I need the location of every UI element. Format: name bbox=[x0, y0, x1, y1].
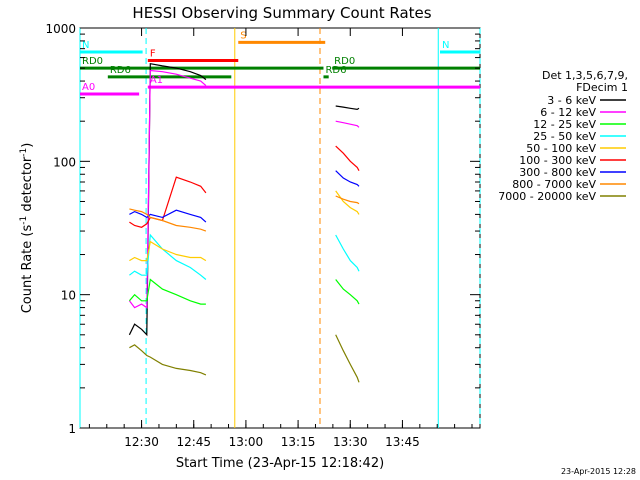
series-lines bbox=[128, 62, 360, 383]
y-axis-label: Count Rate (s-1 detector-1) bbox=[19, 143, 35, 314]
series-line-7-1 bbox=[335, 195, 360, 205]
legend-label-7: 800 - 7000 keV bbox=[512, 178, 596, 191]
flag-label-rd6: RD6 bbox=[110, 65, 131, 76]
legend-label-4: 50 - 100 keV bbox=[526, 142, 596, 155]
series-line-4-0 bbox=[129, 240, 207, 262]
flag-label-rd6: RD6 bbox=[325, 65, 346, 76]
series-line-1-1 bbox=[335, 120, 360, 128]
series-line-2-1 bbox=[335, 279, 360, 305]
flag-label-f: F bbox=[150, 49, 156, 60]
series-line-8-0 bbox=[129, 344, 207, 376]
y-axis: 1 10 100 1000 bbox=[45, 22, 480, 436]
legend-header-1: Det 1,3,5,6,7,9, bbox=[542, 69, 628, 82]
x-tick-label-3: 13:15 bbox=[281, 435, 316, 449]
legend-header-2: FDecim 1 bbox=[576, 81, 628, 94]
legend-label-2: 12 - 25 keV bbox=[533, 118, 596, 131]
series-line-1-0 bbox=[128, 69, 207, 309]
series-line-5-1 bbox=[335, 145, 360, 171]
orbit-markers bbox=[79, 28, 481, 428]
series-line-5-0 bbox=[129, 176, 207, 228]
legend-label-3: 25 - 50 keV bbox=[533, 130, 596, 143]
x-tick-label-0: 12:30 bbox=[124, 435, 159, 449]
chart-title: HESSI Observing Summary Count Rates bbox=[132, 4, 431, 22]
flag-label-n: N bbox=[82, 40, 89, 51]
series-line-6-1 bbox=[335, 170, 360, 187]
series-line-8-1 bbox=[335, 334, 360, 383]
x-tick-label-5: 13:45 bbox=[385, 435, 420, 449]
timestamp: 23-Apr-2015 12:28 bbox=[561, 467, 636, 476]
flag-label-a0: A0 bbox=[82, 82, 95, 93]
y-tick-label-2: 100 bbox=[53, 155, 76, 169]
x-tick-label-4: 13:30 bbox=[333, 435, 368, 449]
series-line-6-0 bbox=[129, 209, 207, 223]
legend-label-8: 7000 - 20000 keV bbox=[498, 190, 596, 203]
x-axis: 12:30 12:45 13:00 13:15 13:30 13:45 bbox=[88, 28, 473, 449]
flag-label-s: S bbox=[240, 30, 246, 41]
legend-label-0: 3 - 6 keV bbox=[547, 94, 596, 107]
series-line-3-0 bbox=[129, 233, 207, 280]
y-tick-label-1: 10 bbox=[61, 289, 76, 303]
flag-label-rd0: RD0 bbox=[334, 56, 355, 67]
legend-label-1: 6 - 12 keV bbox=[540, 106, 596, 119]
series-line-2-0 bbox=[128, 278, 206, 305]
x-tick-label-1: 12:45 bbox=[176, 435, 211, 449]
flag-label-rd0: RD0 bbox=[82, 56, 103, 67]
series-line-0-1 bbox=[335, 105, 360, 111]
legend-label-6: 300 - 800 keV bbox=[519, 166, 596, 179]
x-tick-label-2: 13:00 bbox=[229, 435, 264, 449]
series-line-7-0 bbox=[129, 208, 207, 232]
x-axis-label: Start Time (23-Apr-15 12:18:42) bbox=[176, 456, 384, 471]
series-line-3-1 bbox=[335, 234, 360, 272]
legend-label-5: 100 - 300 keV bbox=[519, 154, 596, 167]
flag-label-n: N bbox=[442, 40, 449, 51]
y-tick-label-3: 1000 bbox=[45, 22, 76, 36]
y-tick-label-0: 1 bbox=[68, 422, 76, 436]
series-line-0-0 bbox=[128, 62, 207, 337]
flag-label-a1: A1 bbox=[150, 75, 163, 86]
